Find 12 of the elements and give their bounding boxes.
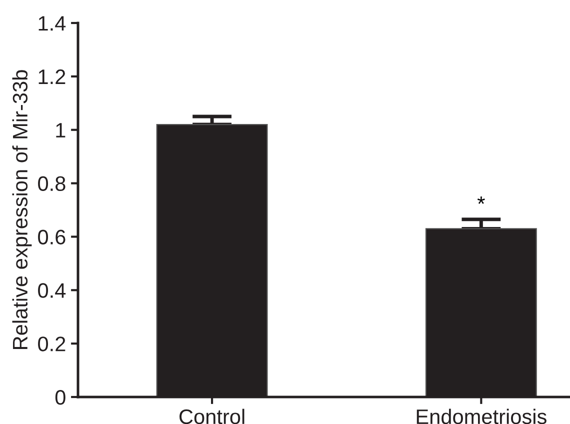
x-tick-label: Control xyxy=(180,408,244,424)
x-tick-label: Endometriosis xyxy=(416,408,546,424)
annotation: * xyxy=(477,196,485,204)
y-tick-label: 0.2 xyxy=(38,336,66,352)
y-tick-label: 0 xyxy=(55,390,66,405)
y-axis-title: Relative expression of Mir-33b xyxy=(12,70,32,349)
y-tick-label: 0.8 xyxy=(38,176,66,192)
y-tick-label: 1 xyxy=(56,123,66,138)
y-tick-label: 0.6 xyxy=(38,230,66,244)
y-tick-label: 1.4 xyxy=(38,16,66,31)
y-tick-label: 1.2 xyxy=(38,69,66,84)
y-tick-label: 0.4 xyxy=(38,283,66,298)
